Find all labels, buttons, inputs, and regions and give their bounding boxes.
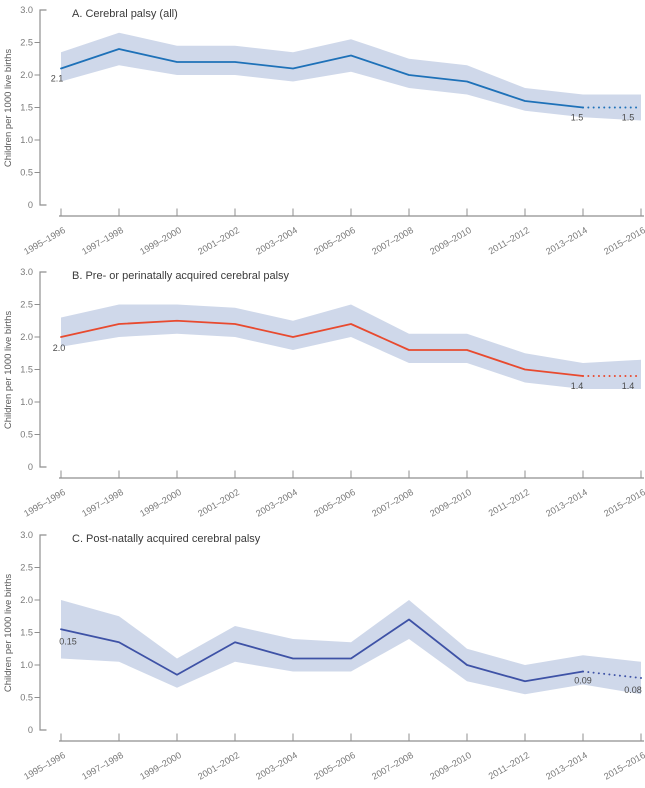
y-axis-tick-label: 1.5 <box>20 365 33 375</box>
x-axis-tick-label: 2015–2016 <box>602 487 645 519</box>
panel-b: 3.0 2.5 2.0 1.5 1.0 0.5 0 Children per 1000 liv… <box>0 262 645 525</box>
y-axis-tick-label: 0.5 <box>20 168 33 178</box>
x-axis-tick-label: 2011–2012 <box>487 225 531 256</box>
point-label: 1.5 <box>571 113 584 123</box>
confidence-band <box>61 600 641 695</box>
y-axis-tick-label: 0 <box>28 462 33 472</box>
y-axis-line <box>39 9 47 206</box>
y-axis-tick-label: 2.5 <box>20 563 33 573</box>
x-axis-tick-label: 2011–2012 <box>487 487 531 518</box>
y-axis-title: Children per 1000 live births <box>3 49 14 168</box>
y-axis-tick-label: 2.0 <box>20 332 33 342</box>
x-axis-tick-label: 2013–2014 <box>544 487 589 519</box>
y-axis-tick-label: 1.0 <box>20 660 33 670</box>
panel-a-chart: 3.0 2.5 2.0 1.5 1.0 0.5 0 Children per 1000 liv… <box>3 5 645 257</box>
panel-a: 3.0 2.5 2.0 1.5 1.0 0.5 0 Children per 1000 liv… <box>0 0 645 262</box>
x-axis-tick-label: 2007–2008 <box>370 750 415 782</box>
point-label: 0.08 <box>624 685 642 695</box>
point-label: 2.0 <box>53 343 66 353</box>
y-axis-tick-label: 2.5 <box>20 38 33 48</box>
y-axis-line <box>39 534 47 731</box>
y-axis-tick-label: 2.0 <box>20 70 33 80</box>
x-axis-tick-label: 2001–2002 <box>196 750 241 782</box>
panel-c: 3.0 2.5 2.0 1.5 1.0 0.5 0 Children per 1000 liv… <box>0 525 645 788</box>
point-label: 1.4 <box>571 381 584 391</box>
confidence-band <box>61 304 641 389</box>
panel-title: A. Cerebral palsy (all) <box>72 8 178 20</box>
point-label: 1.5 <box>622 113 635 123</box>
confidence-band <box>61 32 641 121</box>
y-axis-title: Children per 1000 live births <box>3 574 14 693</box>
x-axis-tick-label: 1995–1996 <box>22 225 67 257</box>
x-axis-tick-label: 2013–2014 <box>544 225 589 257</box>
x-axis-tick-label: 2001–2002 <box>196 225 241 257</box>
y-axis-tick-label: 0.5 <box>20 693 33 703</box>
x-axis-tick-label: 2009–2010 <box>428 225 473 257</box>
x-axis-tick-label: 2005–2006 <box>312 487 357 519</box>
x-axis-tick-label: 1999–2000 <box>138 487 183 519</box>
x-axis-tick-label: 2003–2004 <box>254 225 299 257</box>
point-label: 0.15 <box>59 636 77 646</box>
x-axis-tick-label: 2005–2006 <box>312 750 357 782</box>
trend-line-projected <box>582 670 642 679</box>
x-axis-tick-label: 2011–2012 <box>487 750 531 781</box>
x-axis-tick-label: 2013–2014 <box>544 750 589 782</box>
x-axis-tick-label: 1997–1998 <box>80 487 125 519</box>
x-axis-tick-label: 2015–2016 <box>602 225 645 257</box>
x-axis-tick-label: 1999–2000 <box>138 750 183 782</box>
y-axis-line <box>39 271 47 468</box>
x-axis-tick-label: 1995–1996 <box>22 750 67 782</box>
y-axis-tick-label: 3.0 <box>20 530 33 540</box>
trend-line <box>60 319 584 377</box>
point-label: 0.09 <box>574 676 592 686</box>
y-axis-tick-label: 0 <box>28 725 33 735</box>
y-axis-tick-label: 0.5 <box>20 430 33 440</box>
x-axis-tick-label: 2009–2010 <box>428 750 473 782</box>
point-label: 1.4 <box>622 381 635 391</box>
x-axis-tick-label: 2005–2006 <box>312 225 357 257</box>
trend-line <box>60 48 584 109</box>
panel-b-chart: 3.0 2.5 2.0 1.5 1.0 0.5 0 Children per 1000 liv… <box>3 267 645 519</box>
x-axis-tick-label: 1997–1998 <box>80 225 125 257</box>
x-axis-tick-label: 2009–2010 <box>428 487 473 519</box>
y-axis-tick-label: 3.0 <box>20 267 33 277</box>
y-axis-tick-label: 1.5 <box>20 628 33 638</box>
y-axis-tick-label: 1.0 <box>20 397 33 407</box>
trend-line <box>60 618 584 683</box>
panel-title: C. Post-natally acquired cerebral palsy <box>72 533 261 545</box>
y-axis-title: Children per 1000 live births <box>3 311 14 430</box>
y-axis-tick-label: 2.0 <box>20 595 33 605</box>
y-axis-tick-label: 1.5 <box>20 103 33 113</box>
y-axis-tick-label: 0 <box>28 200 33 210</box>
x-axis-tick-label: 2007–2008 <box>370 487 415 519</box>
point-label: 2.1 <box>51 74 64 84</box>
panel-c-chart: 3.0 2.5 2.0 1.5 1.0 0.5 0 Children per 1000 liv… <box>3 530 645 782</box>
x-axis-tick-label: 2001–2002 <box>196 487 241 519</box>
y-axis-tick-label: 2.5 <box>20 300 33 310</box>
x-axis-tick-label: 2003–2004 <box>254 487 299 519</box>
x-axis-tick-label: 2007–2008 <box>370 225 415 257</box>
x-axis-tick-label: 1997–1998 <box>80 750 125 782</box>
panel-title: B. Pre- or perinatally acquired cerebral… <box>72 270 290 282</box>
y-axis-tick-label: 3.0 <box>20 5 33 15</box>
y-axis-tick-label: 1.0 <box>20 135 33 145</box>
x-axis-tick-label: 2015–2016 <box>602 750 645 782</box>
x-axis-tick-label: 1999–2000 <box>138 225 183 257</box>
x-axis-tick-label: 2003–2004 <box>254 750 299 782</box>
x-axis-tick-label: 1995–1996 <box>22 487 67 519</box>
